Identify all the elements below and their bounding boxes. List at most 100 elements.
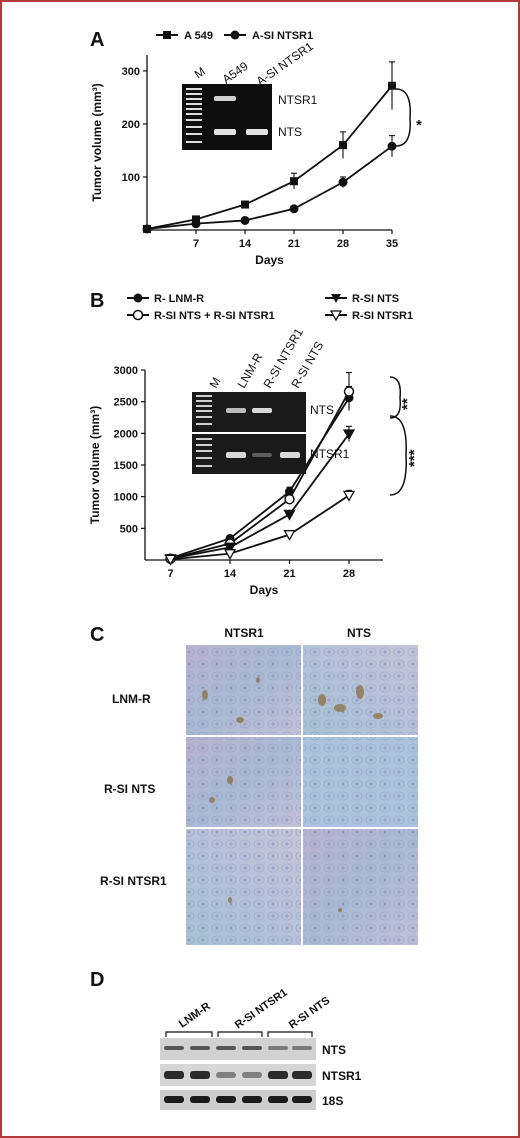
gel-band-label: NTS [310, 403, 334, 417]
significance-bracket [389, 376, 402, 419]
column-header: NTS [347, 626, 371, 640]
panel-c-letter: C [90, 624, 104, 646]
significance-bracket [395, 88, 411, 147]
legend-marker-circle [230, 30, 240, 40]
panel-b-letter: B [90, 290, 104, 312]
band-label: NTSR1 [322, 1069, 362, 1083]
chart-a: 7 14 21 28 35 100 200 300 Days Tumor volume (mm³) [90, 55, 398, 267]
western-blot [160, 1038, 316, 1110]
data-point [191, 219, 201, 229]
significance-label: * [416, 117, 422, 134]
panel-a: A A 549 A-SI NTSR1 7 14 21 28 35 100 200 300 Day… [90, 29, 422, 267]
series-line [146, 145, 393, 230]
data-point [338, 177, 348, 187]
ladder [186, 88, 202, 143]
legend-marker-triangle-filled [331, 294, 341, 303]
legend-label: R-SI NTS + R-SI NTSR1 [154, 310, 275, 322]
y-tick-label: 3000 [114, 365, 138, 377]
group-bracket [217, 1031, 263, 1037]
data-point [387, 141, 397, 151]
y-axis-label: Tumor volume (mm³) [88, 406, 102, 524]
gel-lane-label: A549 [220, 59, 251, 87]
data-point [283, 509, 296, 521]
panel-c: C NTSR1 NTS LNM-R R-SI NTS R-SI NTSR1 [90, 624, 418, 945]
gel-band [214, 96, 236, 101]
x-tick-label: 7 [193, 238, 199, 250]
band-label: 18S [322, 1094, 343, 1108]
blot-strip [160, 1090, 316, 1110]
legend-label: R-SI NTSR1 [352, 310, 413, 322]
column-header: NTSR1 [224, 626, 264, 640]
data-point [283, 530, 296, 542]
legend-marker-circle-filled [133, 293, 143, 303]
series-line [170, 391, 350, 560]
series-line [170, 433, 350, 560]
y-tick-label: 500 [120, 523, 138, 535]
gel-band [252, 453, 272, 457]
data-point [388, 81, 396, 90]
data-point [241, 200, 249, 209]
gel-lane-label: M [206, 375, 223, 391]
gel-band [226, 452, 246, 458]
y-tick-label: 100 [122, 172, 140, 184]
significance-bracket [389, 415, 407, 496]
data-point [284, 493, 295, 505]
panel-a-letter: A [90, 29, 104, 51]
gel-lane-label: A-SI NTSR1 [254, 39, 316, 89]
data-point [339, 141, 347, 150]
blot-strip [160, 1064, 316, 1086]
gel-band [280, 452, 300, 458]
y-tick-label: 300 [122, 66, 140, 78]
group-bracket [165, 1031, 213, 1037]
gel-band-label: NTSR1 [310, 447, 350, 461]
bands-nts [164, 1046, 312, 1050]
data-point [164, 554, 177, 566]
gel-band [226, 408, 246, 413]
data-point [223, 542, 237, 554]
gel-band-label: NTS [278, 125, 302, 139]
y-tick-label: 1000 [114, 492, 138, 504]
group-bracket [267, 1031, 313, 1037]
legend-b: R- LNM-R R-SI NTS R-SI NTS + R-SI NTSR1 … [127, 293, 413, 322]
data-point [342, 429, 356, 441]
x-tick-label: 28 [343, 568, 355, 580]
series [164, 489, 356, 566]
group-label: R-SI NTSR1 [233, 987, 290, 1032]
x-tick-label: 7 [167, 568, 173, 580]
x-tick-label: 35 [386, 238, 398, 250]
x-axis-label: Days [255, 253, 284, 267]
panel-b: B R- LNM-R R-SI NTS R-SI NTS + R-SI NTSR… [88, 290, 423, 597]
gel-inset-b: M LNM-R R-SI NTSR1 R-SI NTS NTS NTSR1 [192, 325, 350, 474]
chart-b: 7 14 21 28 500 1000 1500 2000 2500 3000 Days Tumor … [88, 365, 383, 597]
x-tick-label: 28 [337, 238, 349, 250]
gel-band [214, 129, 236, 135]
data-point [290, 177, 298, 186]
y-tick-label: 200 [122, 119, 140, 131]
ladder [196, 395, 212, 467]
gel-band [252, 408, 272, 413]
x-tick-label: 21 [288, 238, 300, 250]
significance-label: ** [399, 398, 416, 410]
bands-18s [164, 1096, 312, 1103]
x-axis-label: Days [250, 583, 279, 597]
row-header: R-SI NTS [104, 782, 155, 796]
gel-band-label: NTSR1 [278, 93, 318, 107]
x-tick-label: 14 [239, 238, 252, 250]
legend-label: R- LNM-R [154, 293, 204, 305]
series [142, 135, 397, 234]
blot-strip [160, 1038, 316, 1060]
row-header: LNM-R [112, 692, 151, 706]
staining [202, 677, 383, 912]
data-point [240, 215, 250, 225]
group-label: LNM-R [177, 1000, 213, 1030]
y-tick-label: 2500 [114, 397, 138, 409]
legend-label: A 549 [184, 30, 213, 42]
x-tick-label: 21 [283, 568, 295, 580]
band-label: NTS [322, 1043, 346, 1057]
bands-ntsr1 [164, 1071, 312, 1079]
panel-d-letter: D [90, 969, 104, 991]
ihc-grid [186, 645, 418, 945]
legend-a: A 549 A-SI NTSR1 [156, 30, 313, 42]
group-label: R-SI NTS [287, 995, 332, 1032]
